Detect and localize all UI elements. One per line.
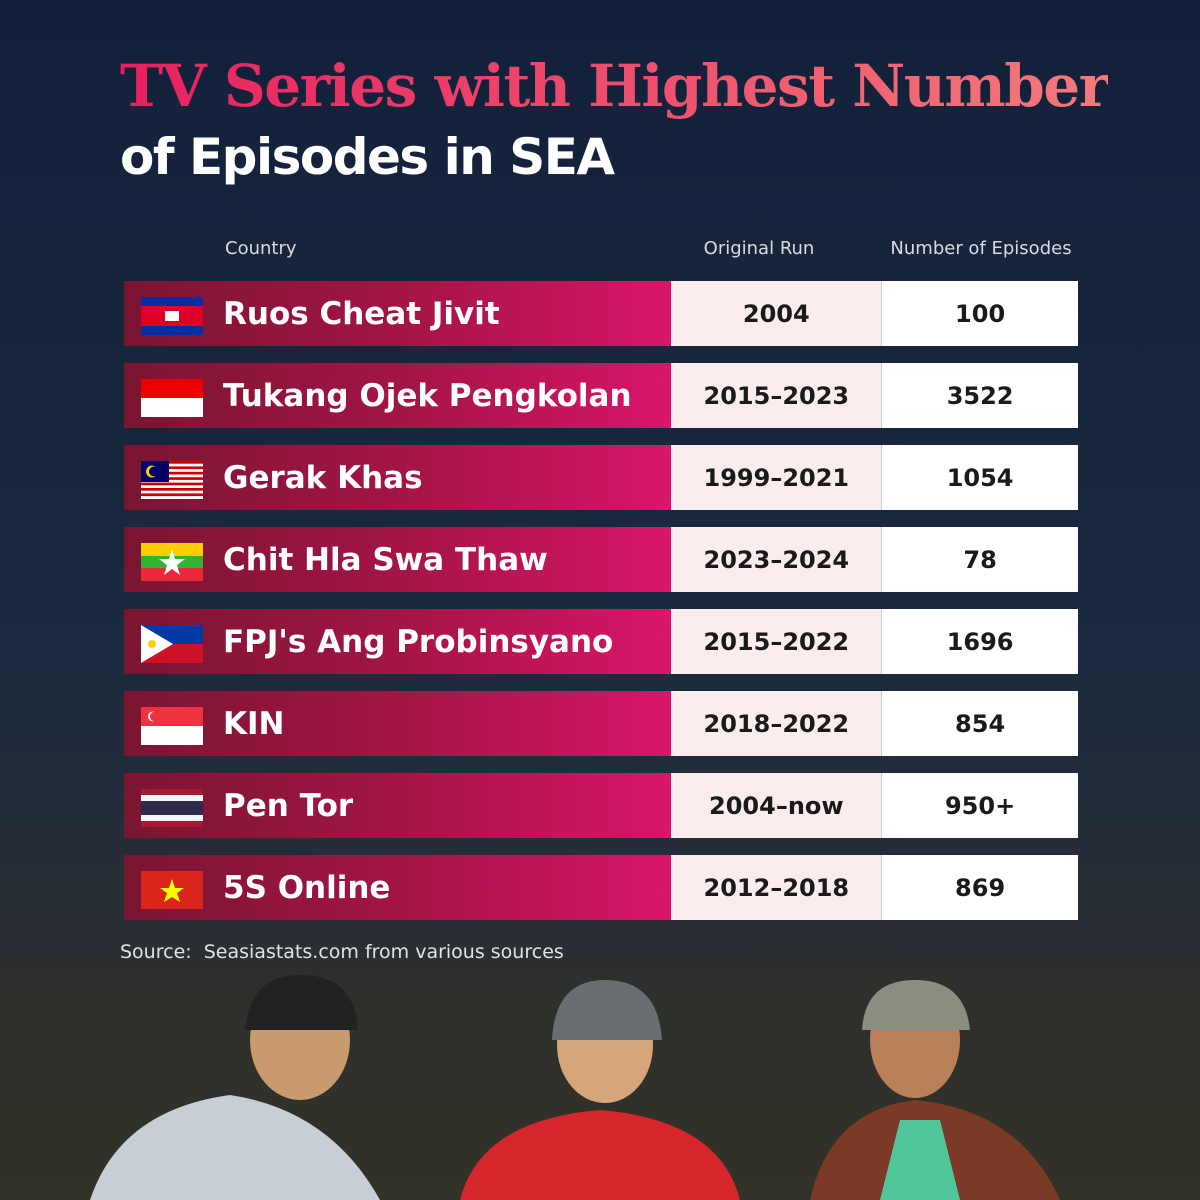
flag [141, 543, 203, 581]
episodes: 100 [881, 281, 1078, 346]
name-cell: Pen Tor [124, 773, 672, 838]
flag [141, 625, 203, 663]
source: Source: Seasiastats.com from various sou… [120, 941, 564, 963]
table-row: Ruos Cheat Jivit 2004 100 [124, 281, 1078, 346]
episodes: 78 [881, 527, 1078, 592]
series-name: Chit Hla Swa Thaw [223, 541, 548, 578]
original-run: 2004–now [671, 773, 882, 838]
episodes: 854 [881, 691, 1078, 756]
table-row: 5S Online 2012–2018 869 [124, 855, 1078, 920]
flag [141, 707, 203, 745]
original-run: 2012–2018 [671, 855, 882, 920]
original-run: 2004 [671, 281, 882, 346]
flag [141, 297, 203, 335]
rider [460, 980, 740, 1200]
rider [90, 975, 380, 1200]
name-cell: Ruos Cheat Jivit [124, 281, 672, 346]
title-line2: of Episodes in SEA [120, 128, 615, 186]
flag [141, 789, 203, 827]
episodes: 1696 [881, 609, 1078, 674]
header: Original Run [703, 238, 815, 259]
table-row: Chit Hla Swa Thaw 2023–2024 78 [124, 527, 1078, 592]
episodes: 1054 [881, 445, 1078, 510]
name-cell: KIN [124, 691, 672, 756]
flag [141, 871, 203, 909]
header: Number of Episodes [890, 238, 1072, 259]
series-name: Gerak Khas [223, 459, 423, 496]
rider [810, 980, 1060, 1200]
episodes: 3522 [881, 363, 1078, 428]
photo [0, 960, 1200, 1200]
flag [141, 461, 203, 499]
title-line1: TV Series with Highest Number [120, 52, 1109, 120]
name-cell: Gerak Khas [124, 445, 672, 510]
table-row: Tukang Ojek Pengkolan 2015–2023 3522 [124, 363, 1078, 428]
episodes: 869 [881, 855, 1078, 920]
episodes: 950+ [881, 773, 1078, 838]
original-run: 2015–2022 [671, 609, 882, 674]
table-row: FPJ's Ang Probinsyano 2015–2022 1696 [124, 609, 1078, 674]
name-cell: Tukang Ojek Pengkolan [124, 363, 672, 428]
series-name: Ruos Cheat Jivit [223, 295, 500, 332]
series-name: FPJ's Ang Probinsyano [223, 623, 614, 660]
header: Country [225, 238, 297, 259]
table-row: Pen Tor 2004–now 950+ [124, 773, 1078, 838]
flag [141, 379, 203, 417]
original-run: 1999–2021 [671, 445, 882, 510]
original-run: 2015–2023 [671, 363, 882, 428]
name-cell: FPJ's Ang Probinsyano [124, 609, 672, 674]
series-name: 5S Online [223, 869, 391, 906]
name-cell: Chit Hla Swa Thaw [124, 527, 672, 592]
original-run: 2018–2022 [671, 691, 882, 756]
series-name: Pen Tor [223, 787, 354, 824]
table-row: Gerak Khas 1999–2021 1054 [124, 445, 1078, 510]
series-name: KIN [223, 705, 285, 742]
series-name: Tukang Ojek Pengkolan [223, 377, 632, 414]
name-cell: 5S Online [124, 855, 672, 920]
table-row: KIN 2018–2022 854 [124, 691, 1078, 756]
original-run: 2023–2024 [671, 527, 882, 592]
